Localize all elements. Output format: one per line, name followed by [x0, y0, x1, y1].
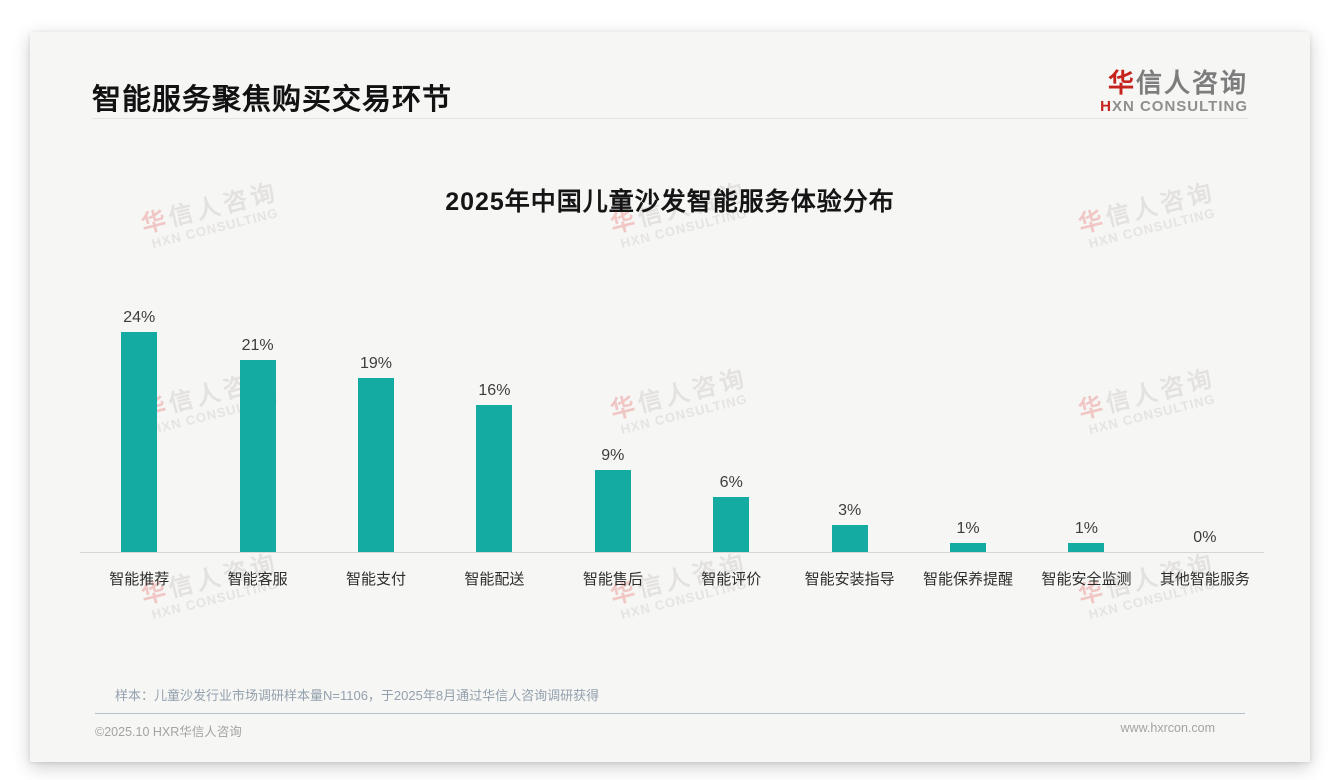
bar-value-label: 1%	[1074, 519, 1099, 537]
bar-column: 0%	[1146, 301, 1264, 552]
category-label: 智能客服	[227, 571, 288, 588]
category-label: 智能安全监测	[1041, 571, 1132, 588]
bar	[831, 524, 868, 552]
category-label: 智能支付	[346, 571, 407, 588]
bar-column: 3%	[790, 301, 908, 552]
category-label: 其他智能服务	[1159, 571, 1250, 588]
logo-cn-text: 华信人咨询	[1107, 68, 1248, 98]
bar-column: 16%	[435, 301, 553, 552]
copyright-text: ©2025.10 HXR华信人咨询	[95, 725, 242, 739]
category-label: 智能推荐	[109, 571, 170, 588]
bar-column: 1%	[1027, 301, 1145, 552]
bar-column: 9%	[554, 301, 672, 552]
bar-value-label: 6%	[719, 474, 743, 491]
bar	[1068, 542, 1105, 552]
bar	[121, 332, 158, 552]
bar	[476, 405, 513, 552]
website-text: www.hxrcon.com	[1120, 721, 1215, 735]
bar-column: 1%	[909, 301, 1027, 552]
bar-value-label: 9%	[601, 446, 625, 464]
sample-note: 样本：儿童沙发行业市场调研样本量N=1106，于2025年8月通过华信人咨询调研…	[115, 688, 600, 703]
bar-value-label: 1%	[956, 519, 980, 537]
footer: ©2025.10 HXR华信人咨询 www.hxrcon.com	[95, 721, 1245, 740]
category-label: 智能配送	[464, 571, 525, 588]
bar	[713, 497, 750, 552]
bar-column: 21%	[198, 301, 316, 552]
logo-en-text: HXN CONSULTING	[1100, 98, 1248, 115]
bar	[950, 542, 987, 552]
category-label: 智能安装指导	[804, 571, 895, 588]
report-card: 华信人咨询 HXN CONSULTING 华信人咨询 HXN CONSULTING 华信…	[30, 32, 1310, 762]
company-logo: 华信人咨询 HXN CONSULTING	[1100, 68, 1248, 116]
bar-column: 6%	[672, 301, 790, 552]
chart-title: 2025年中国儿童沙发智能服务体验分布	[445, 188, 895, 216]
bar-value-label: 3%	[838, 501, 862, 519]
header: 智能服务聚焦购买交易环节 华信人咨询 HXN CONSULTING	[92, 68, 1248, 120]
bar-value-label: 24%	[123, 309, 156, 326]
category-label: 智能售后	[582, 571, 643, 588]
bar-column: 24%	[80, 301, 198, 552]
header-divider	[92, 118, 1248, 119]
footer-divider	[95, 713, 1245, 714]
bar	[358, 377, 395, 552]
bar-value-label: 21%	[241, 336, 274, 354]
bar	[239, 359, 276, 552]
bar-value-label: 0%	[1193, 529, 1217, 546]
bar	[594, 469, 631, 552]
x-axis-category-labels: 智能推荐 智能客服 智能支付 智能配送 智能售后 智能评价 智能安装指导 智能保养提醒 智能安全…	[80, 568, 1264, 589]
page-title: 智能服务聚焦购买交易环节	[92, 84, 453, 116]
category-label: 智能评价	[701, 571, 762, 588]
bar-chart-plot-area: 24% 21% 19% 16% 9% 6% 3% 1% 1% 0%	[80, 301, 1264, 553]
bar-value-label: 16%	[478, 382, 511, 400]
bar-value-label: 19%	[360, 354, 393, 372]
category-label: 智能保养提醒	[923, 571, 1014, 588]
bar-column: 19%	[317, 301, 435, 552]
